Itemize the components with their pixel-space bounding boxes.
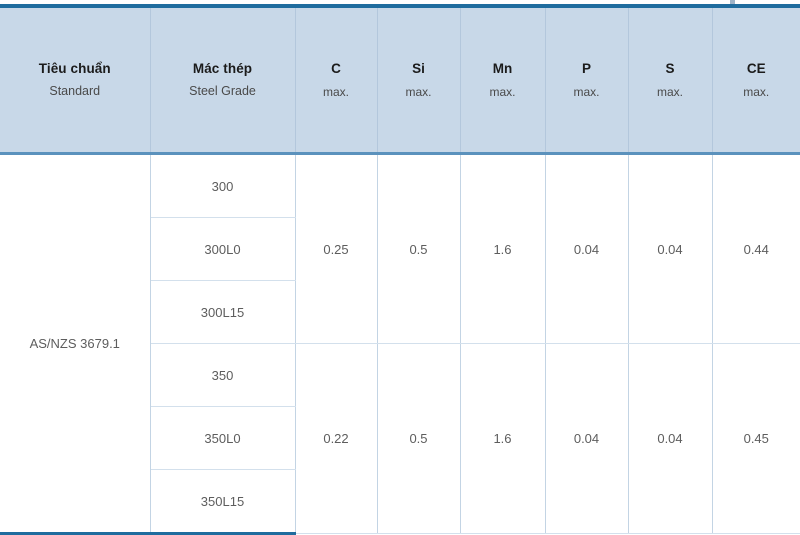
cell-mn: 1.6	[460, 153, 546, 344]
cell-s: 0.04	[628, 153, 713, 344]
column-header-ce: CE max.	[712, 4, 800, 155]
cell-steel-grade: 350	[150, 343, 296, 407]
table-row: 300L15	[0, 280, 800, 344]
table-body: AS/NZS 3679.1 300 0.25 0.5 1.6 0.04 0.04…	[0, 153, 800, 535]
table-row: AS/NZS 3679.1 300 0.25 0.5 1.6 0.04 0.04…	[0, 153, 800, 535]
cell-si: 0.5	[377, 153, 461, 344]
chemical-composition-table: Tiêu chuẩn Standard Mác thép Steel Grade…	[0, 4, 800, 535]
table-row: 350L15	[0, 469, 800, 535]
column-header-c-max: max.	[322, 84, 349, 99]
column-header-p: P max.	[545, 4, 629, 155]
column-header-c-symbol: C	[331, 60, 341, 76]
column-header-mn-max: max.	[489, 84, 516, 99]
cell-p: 0.04	[545, 343, 629, 534]
cell-si: 0.5	[377, 343, 461, 534]
column-header-steel-grade-en: Steel Grade	[189, 83, 256, 98]
cell-mn: 1.6	[460, 343, 546, 534]
cell-steel-grade: 300L0	[150, 217, 296, 281]
table-row: 350L0	[0, 406, 800, 470]
cell-steel-grade: 350L15	[150, 469, 296, 535]
column-header-ce-symbol: CE	[746, 60, 766, 76]
column-header-standard: Tiêu chuẩn Standard	[0, 4, 151, 155]
column-header-mn: Mn max.	[460, 4, 546, 155]
cell-ce: 0.44	[712, 153, 800, 344]
cell-steel-grade: 300L15	[150, 280, 296, 344]
table-row: 300L0	[0, 217, 800, 281]
table-header: Tiêu chuẩn Standard Mác thép Steel Grade…	[0, 4, 800, 155]
column-header-s: S max.	[628, 4, 713, 155]
column-header-p-max: max.	[573, 84, 600, 99]
column-header-si-max: max.	[405, 84, 432, 99]
column-header-si: Si max.	[377, 4, 461, 155]
table-row: 350 0.22 0.5 1.6 0.04 0.04 0.45	[0, 343, 800, 534]
cell-steel-grade: 350L0	[150, 406, 296, 470]
column-header-c: C max.	[295, 4, 378, 155]
column-header-steel-grade: Mác thép Steel Grade	[150, 4, 296, 155]
column-header-ce-max: max.	[743, 84, 770, 99]
cell-c: 0.22	[295, 343, 378, 534]
column-header-s-max: max.	[656, 84, 683, 99]
cell-standard: AS/NZS 3679.1	[0, 153, 151, 535]
column-header-steel-grade-vi: Mác thép	[192, 60, 253, 76]
header-row: Tiêu chuẩn Standard Mác thép Steel Grade…	[0, 4, 800, 155]
column-header-standard-vi: Tiêu chuẩn	[38, 60, 111, 76]
crop-artifact	[730, 0, 735, 4]
cell-steel-grade: 300	[150, 153, 296, 218]
cell-s: 0.04	[628, 343, 713, 534]
column-header-s-symbol: S	[665, 60, 675, 76]
cell-p: 0.04	[545, 153, 629, 344]
column-header-mn-symbol: Mn	[492, 60, 513, 76]
cell-c: 0.25	[295, 153, 378, 344]
cell-ce: 0.45	[712, 343, 800, 534]
column-header-standard-en: Standard	[49, 83, 101, 98]
column-header-si-symbol: Si	[412, 60, 425, 76]
column-header-p-symbol: P	[581, 60, 591, 76]
